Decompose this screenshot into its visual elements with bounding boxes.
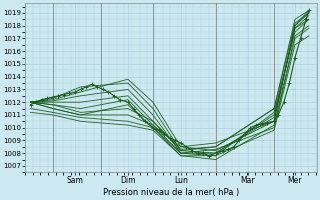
X-axis label: Pression niveau de la mer( hPa ): Pression niveau de la mer( hPa ): [103, 188, 239, 197]
